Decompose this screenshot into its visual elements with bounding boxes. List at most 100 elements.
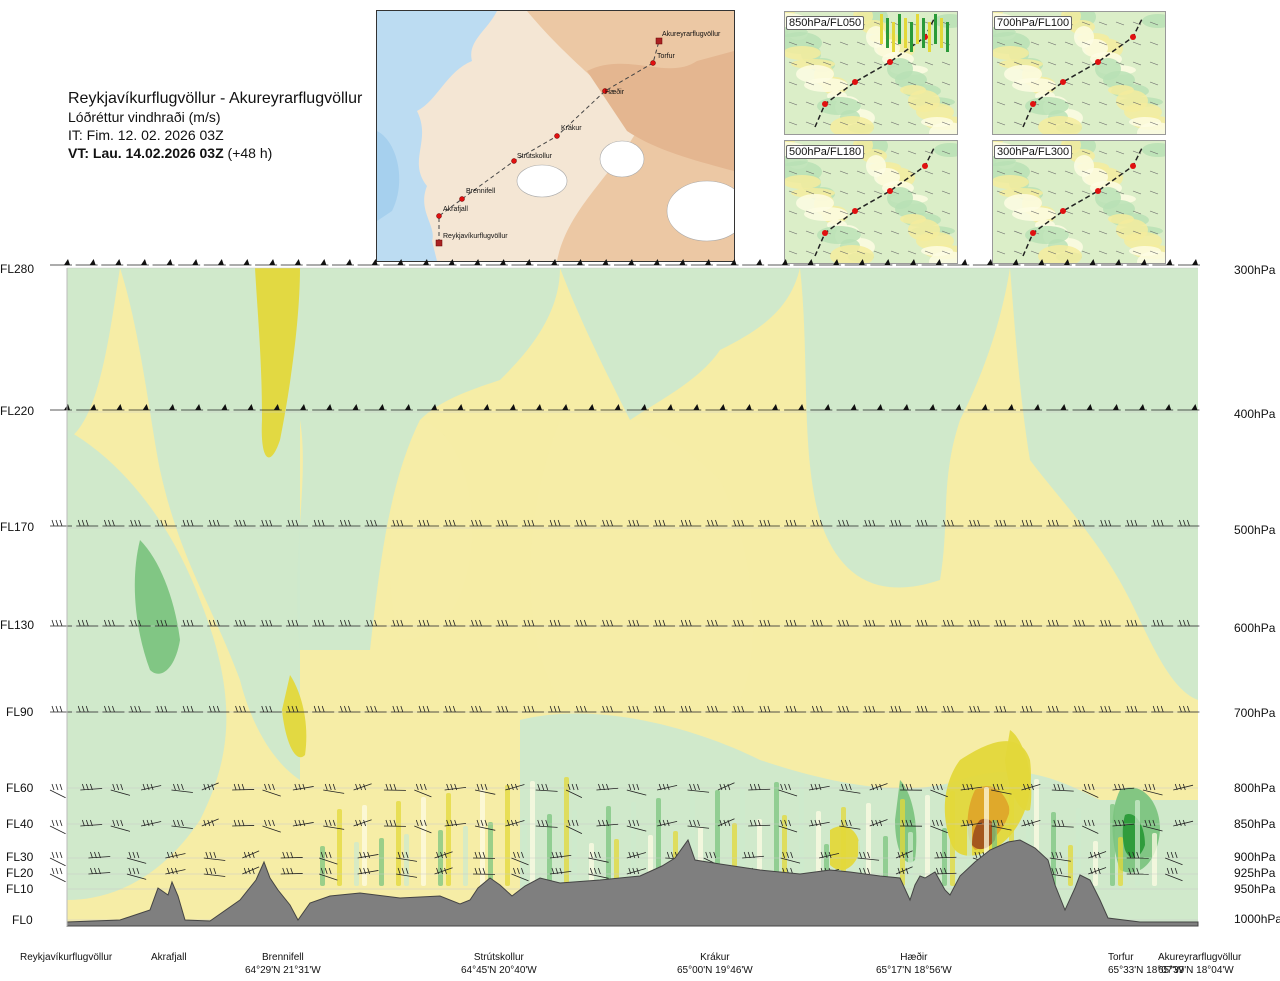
inset-wind-barb bbox=[1132, 61, 1142, 66]
inset-wind-barb bbox=[1149, 41, 1159, 46]
wind-barb bbox=[128, 705, 151, 713]
inset-strong-streak bbox=[886, 18, 889, 48]
wind-barb bbox=[748, 783, 771, 791]
inset-wind-barb bbox=[1013, 190, 1023, 195]
inset-wind-barb bbox=[1115, 101, 1125, 106]
inset-wind-barb bbox=[856, 190, 866, 195]
wind-barb bbox=[1152, 259, 1175, 266]
wind-barb bbox=[1020, 705, 1043, 713]
wind-barb bbox=[414, 819, 432, 834]
inset-wind-barb bbox=[1064, 210, 1074, 215]
inset-wind-barb bbox=[873, 41, 883, 46]
wind-barb bbox=[767, 259, 790, 266]
field-streak-17 bbox=[564, 777, 569, 886]
inset-wind-barb bbox=[1013, 101, 1023, 106]
wind-barb bbox=[535, 783, 558, 792]
wind-barb bbox=[443, 705, 466, 713]
inset-wind-barb bbox=[1115, 21, 1125, 26]
inset-field-patch bbox=[887, 187, 913, 209]
inset-wind-barb bbox=[924, 230, 934, 235]
wind-barb bbox=[338, 619, 361, 627]
wind-barb bbox=[181, 619, 204, 627]
wind-barb bbox=[233, 705, 256, 713]
wind-barb bbox=[383, 819, 406, 827]
wind-barb bbox=[819, 259, 842, 266]
wind-barb bbox=[588, 259, 611, 266]
inset-wind-barb bbox=[1064, 61, 1074, 66]
wind-barb bbox=[1051, 783, 1074, 792]
inset-wind-barb bbox=[788, 81, 798, 86]
inset-wind-barb bbox=[890, 230, 900, 235]
wind-barb bbox=[165, 867, 186, 875]
wind-barb bbox=[102, 705, 125, 713]
inset-field-patch bbox=[1116, 219, 1148, 241]
wind-barb bbox=[836, 619, 859, 627]
field-streak-10 bbox=[463, 826, 468, 886]
inset-field-patch bbox=[1074, 26, 1094, 48]
inset-wind-barb bbox=[941, 101, 951, 106]
field-streak-28 bbox=[715, 790, 720, 886]
inset-wind-barb bbox=[1013, 41, 1023, 46]
wind-barb bbox=[574, 619, 597, 627]
wind-barb bbox=[778, 819, 798, 833]
wind-barb bbox=[784, 619, 807, 627]
wind-barb bbox=[810, 404, 833, 411]
inset-wind-barb bbox=[1098, 230, 1108, 235]
inset-wind-barb bbox=[1132, 230, 1142, 235]
inset-field-patch bbox=[785, 175, 821, 189]
wind-barb bbox=[357, 867, 379, 875]
wind-barb bbox=[836, 519, 859, 527]
inset-wind-barb bbox=[1030, 190, 1040, 195]
field-streak-41 bbox=[900, 799, 905, 886]
inset-wind-barb bbox=[1115, 61, 1125, 66]
inset-strong-streak bbox=[904, 18, 907, 48]
inset-wind-barb bbox=[1047, 230, 1057, 235]
wind-barb bbox=[126, 259, 149, 266]
wind-barb bbox=[323, 819, 345, 830]
wind-barb bbox=[626, 519, 649, 527]
wind-barb bbox=[255, 259, 278, 266]
inset-field-patch bbox=[1142, 14, 1165, 28]
wind-barb bbox=[521, 404, 544, 411]
wind-barb bbox=[941, 705, 964, 713]
inset-wind-barb bbox=[822, 250, 832, 255]
wind-barb bbox=[784, 519, 807, 527]
wind-barb bbox=[562, 259, 585, 266]
wind-barb bbox=[75, 259, 98, 266]
wind-barb bbox=[705, 519, 728, 527]
inset-wind-barb bbox=[996, 210, 1006, 215]
fl-label-170: FL170 bbox=[0, 520, 35, 534]
inset-field-patch bbox=[1116, 90, 1148, 112]
wind-barb bbox=[1075, 259, 1098, 266]
wind-barb bbox=[383, 259, 406, 266]
wind-barb bbox=[357, 259, 380, 266]
inset-wind-barb bbox=[839, 250, 849, 255]
inset-field-patch bbox=[830, 245, 874, 263]
wind-barb bbox=[900, 783, 923, 791]
inset-waypoint-dot bbox=[1030, 101, 1036, 107]
wind-barb bbox=[900, 819, 923, 827]
wind-barb bbox=[408, 259, 431, 266]
inset-waypoint-dot bbox=[822, 101, 828, 107]
wind-barb bbox=[731, 705, 754, 713]
wind-barb bbox=[207, 619, 230, 627]
field-streak-11 bbox=[480, 789, 485, 886]
inset-wind-barb bbox=[1047, 170, 1057, 175]
wind-barb bbox=[207, 705, 230, 713]
inset-wind-barb bbox=[805, 250, 815, 255]
inset-wind-barb bbox=[822, 190, 832, 195]
inset-wind-barb bbox=[890, 121, 900, 126]
wind-barb bbox=[810, 705, 833, 713]
wind-barb bbox=[80, 819, 103, 827]
wind-barb bbox=[165, 851, 186, 859]
inset-wind-barb bbox=[924, 210, 934, 215]
inset-waypoint-dot bbox=[922, 163, 928, 169]
wind-barb bbox=[1098, 519, 1121, 527]
inset-field-patch bbox=[1095, 58, 1121, 80]
inset-wind-barb bbox=[1098, 41, 1108, 46]
inset-field-patch bbox=[1004, 65, 1042, 83]
map-label-reykjavik: Reykjavíkurflugvöllur bbox=[443, 233, 508, 240]
fl-label-0: FL0 bbox=[12, 913, 33, 927]
inset-wind-barb bbox=[907, 150, 917, 155]
wind-barb bbox=[967, 519, 990, 527]
